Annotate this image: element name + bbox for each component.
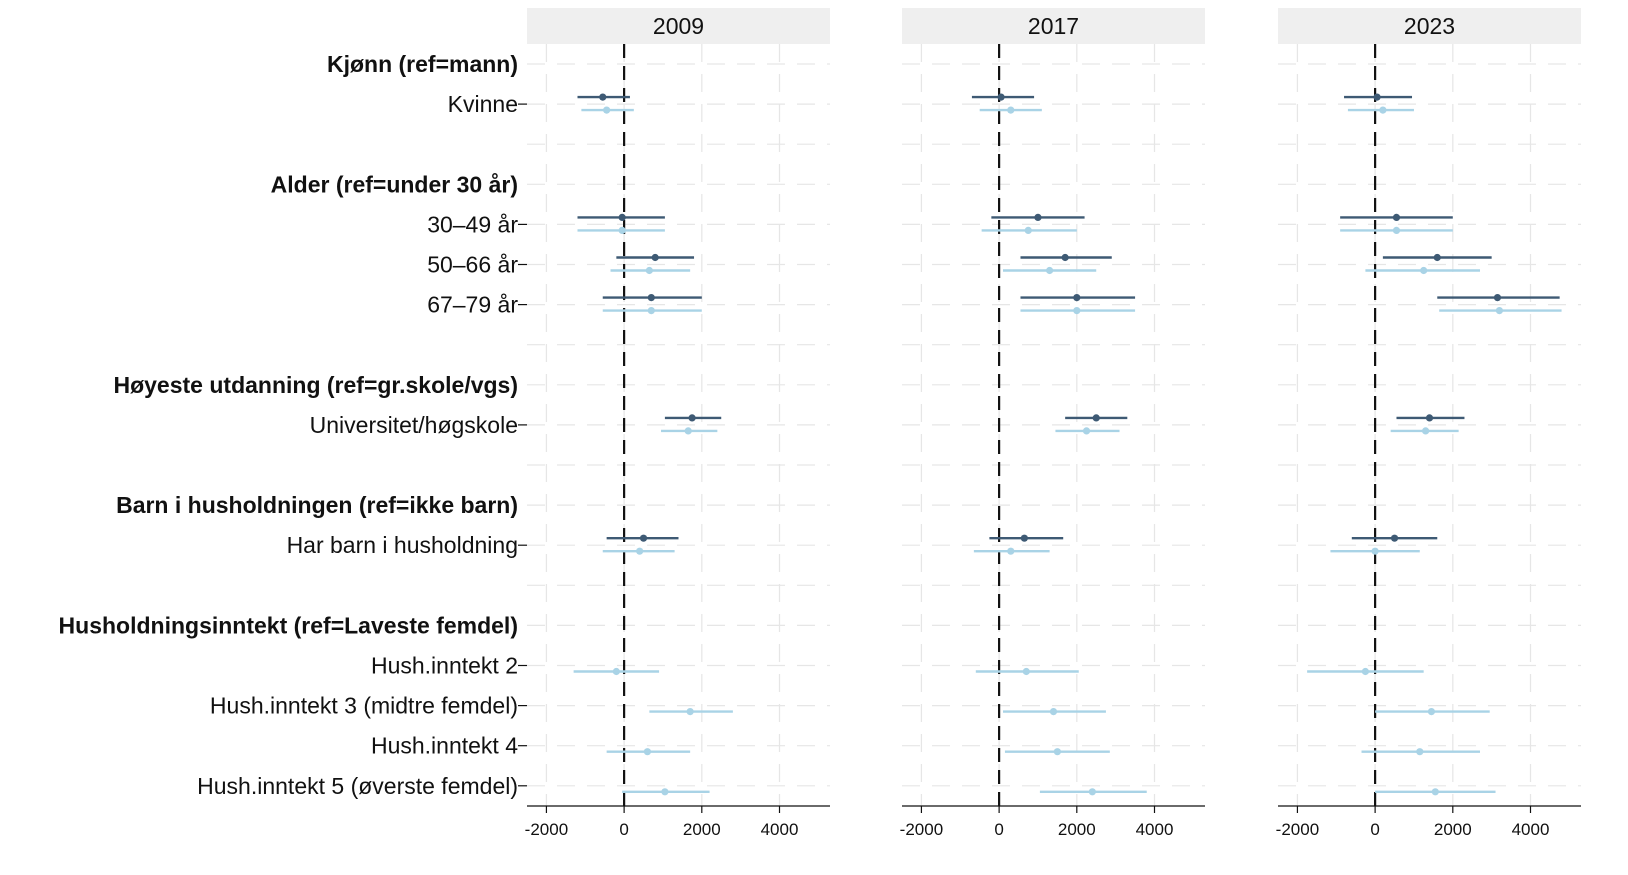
series_1-point-30-49-ar <box>1034 213 1042 221</box>
series_2-point-hush-inntekt-5-overste-femdel <box>661 788 669 796</box>
series_2-point-hush-inntekt-3-midtre-femdel <box>1049 708 1058 716</box>
panel-2023: 2023 -2000 0 2000 4000 <box>1276 8 1581 839</box>
row-labels: Kjønn (ref=mann) Kvinne Alder (ref=under 3… <box>59 51 527 799</box>
row-label-hush-inntekt-3-midtre-femdel: Hush.inntekt 3 (midtre femdel) <box>210 693 518 719</box>
x-tick-label: 2000 <box>1058 820 1096 839</box>
panel-strip <box>1278 8 1581 44</box>
x-tick-label: -2000 <box>900 820 943 839</box>
series_2-point-hush-inntekt-5-overste-femdel <box>1431 788 1439 796</box>
series_2-point-hush-inntekt-2 <box>1022 667 1030 676</box>
series_1-point-67-79-ar <box>1073 294 1081 302</box>
panel-title: 2017 <box>1028 13 1079 39</box>
row-label-hush-inntekt-5-overste-femdel: Hush.inntekt 5 (øverste femdel) <box>197 773 518 799</box>
series_2-point-kvinne <box>1007 106 1015 114</box>
row-label-67-79-ar: 67–79 år <box>427 292 518 318</box>
row-label-kvinne: Kvinne <box>448 91 518 117</box>
group-header-hoyeste-utdanning-ref-gr-skole-vgs: Høyeste utdanning (ref=gr.skole/vgs) <box>113 372 518 398</box>
series_2-point-hush-inntekt-2 <box>612 667 620 676</box>
group-header-kjonn-ref-mann: Kjønn (ref=mann) <box>327 51 518 77</box>
row-label-hush-inntekt-4: Hush.inntekt 4 <box>371 733 518 759</box>
panel-strip <box>902 8 1205 44</box>
row-label-30-49-ar: 30–49 år <box>427 211 518 237</box>
series_2-point-kvinne <box>603 106 611 114</box>
x-tick-label: 2000 <box>1434 820 1472 839</box>
x-tick-label: 0 <box>994 820 1003 839</box>
series_2-point-50-66-ar <box>1046 266 1054 275</box>
series_1-point-universitet-hogskole <box>688 414 696 422</box>
series_2-point-hush-inntekt-3-midtre-femdel <box>686 708 694 716</box>
x-tick-label: 0 <box>1370 820 1379 839</box>
series_2-point-50-66-ar <box>1420 266 1428 275</box>
row-label-50-66-ar: 50–66 år <box>427 252 518 278</box>
series_2-point-30-49-ar <box>1392 226 1401 234</box>
series_2-point-hush-inntekt-4 <box>1416 748 1424 756</box>
series_2-point-67-79-ar <box>1495 307 1504 315</box>
series_2-point-kvinne <box>1379 106 1387 114</box>
panel-2009: 2009 -2000 0 2000 4000 <box>525 8 830 839</box>
series_1-point-30-49-ar <box>618 213 626 221</box>
series_2-point-universitet-hogskole <box>684 427 692 435</box>
row-label-hush-inntekt-2: Hush.inntekt 2 <box>371 653 518 679</box>
x-tick-label: 4000 <box>1136 820 1174 839</box>
x-tick-label: 4000 <box>1512 820 1550 839</box>
series_2-point-universitet-hogskole <box>1082 427 1091 435</box>
row-label-har-barn-i-husholdning: Har barn i husholdning <box>287 532 518 558</box>
series_2-point-50-66-ar <box>645 266 653 275</box>
panel-strip <box>527 8 830 44</box>
series_2-point-hush-inntekt-3-midtre-femdel <box>1427 708 1436 716</box>
series_1-point-50-66-ar <box>1433 253 1441 262</box>
series_2-point-hush-inntekt-4 <box>643 748 652 756</box>
x-tick-label: 0 <box>619 820 628 839</box>
group-header-barn-i-husholdningen-ref-ikke-barn: Barn i husholdningen (ref=ikke barn) <box>116 492 518 518</box>
series_1-point-kvinne <box>1373 93 1381 101</box>
x-tick-label: -2000 <box>1276 820 1319 839</box>
series_1-point-kvinne <box>997 93 1005 101</box>
series_1-point-har-barn-i-husholdning <box>1390 534 1399 542</box>
series_1-point-30-49-ar <box>1392 213 1401 221</box>
series_2-point-universitet-hogskole <box>1422 427 1430 435</box>
series_1-point-50-66-ar <box>651 253 659 262</box>
series_2-point-30-49-ar <box>618 226 626 234</box>
series_2-point-hush-inntekt-5-overste-femdel <box>1088 788 1096 796</box>
series_1-point-67-79-ar <box>647 294 655 302</box>
series_1-point-universitet-hogskole <box>1092 414 1100 422</box>
series_2-point-30-49-ar <box>1024 226 1032 234</box>
x-tick-label: -2000 <box>525 820 568 839</box>
group-header-alder-ref-under-30-ar: Alder (ref=under 30 år) <box>271 171 518 197</box>
row-label-universitet-hogskole: Universitet/høgskole <box>310 412 518 438</box>
series_2-point-hush-inntekt-4 <box>1053 748 1061 756</box>
panel-2017: 2017 -2000 0 2000 4000 <box>900 8 1205 839</box>
panel-title: 2009 <box>653 13 704 39</box>
series_2-point-hush-inntekt-2 <box>1361 667 1370 676</box>
panel-title: 2023 <box>1404 13 1455 39</box>
series_2-point-har-barn-i-husholdning <box>636 547 644 555</box>
x-tick-label: 4000 <box>761 820 799 839</box>
series_1-point-universitet-hogskole <box>1425 414 1434 422</box>
series_1-point-har-barn-i-husholdning <box>1020 534 1028 542</box>
series_2-point-har-barn-i-husholdning <box>1371 547 1379 555</box>
series_1-point-kvinne <box>599 93 607 101</box>
group-header-husholdningsinntekt-ref-laveste-femdel: Husholdningsinntekt (ref=Laveste femdel) <box>59 612 518 638</box>
series_2-point-67-79-ar <box>1073 307 1081 315</box>
series_2-point-67-79-ar <box>647 307 655 315</box>
x-tick-label: 2000 <box>683 820 721 839</box>
series_1-point-67-79-ar <box>1493 294 1502 302</box>
series_1-point-har-barn-i-husholdning <box>639 534 648 542</box>
series_1-point-50-66-ar <box>1061 253 1069 262</box>
series_2-point-har-barn-i-husholdning <box>1007 547 1015 555</box>
